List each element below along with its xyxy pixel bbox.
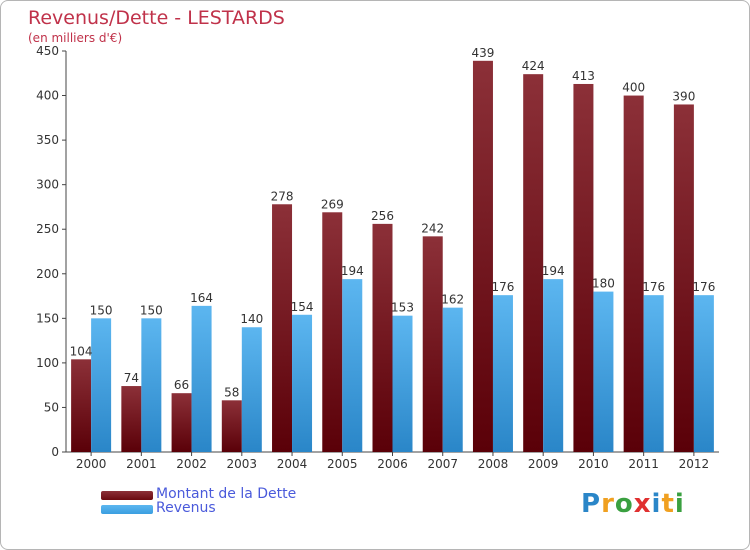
debt-bar	[171, 393, 192, 452]
legend-label-revenue: Revenus	[156, 500, 216, 516]
logo-letter: t	[661, 489, 675, 519]
debt-value-label: 390	[672, 89, 695, 103]
debt-value-label: 66	[174, 378, 189, 392]
debt-bar	[272, 204, 293, 452]
revenue-value-label: 150	[140, 303, 163, 317]
logo-letter: o	[614, 489, 634, 519]
revenue-bar	[91, 318, 112, 452]
y-tick-label: 200	[36, 267, 59, 281]
x-tick-label: 2009	[528, 457, 559, 471]
logo-letter: i	[651, 489, 662, 519]
y-tick-label: 150	[36, 311, 59, 325]
debt-bar	[322, 212, 343, 452]
x-tick-label: 2000	[76, 457, 107, 471]
revenue-bar	[492, 295, 513, 452]
debt-value-label: 58	[224, 385, 239, 399]
revenue-value-label: 176	[692, 280, 715, 294]
y-tick-label: 100	[36, 356, 59, 370]
debt-bar	[372, 223, 393, 452]
x-tick-label: 2012	[679, 457, 710, 471]
logo-letter: r	[601, 489, 615, 519]
debt-value-label: 256	[371, 209, 394, 223]
revenue-value-label: 140	[240, 312, 263, 326]
y-tick-label: 300	[36, 178, 59, 192]
chart-subtitle: (en milliers d'€)	[28, 31, 123, 45]
revenue-bar	[292, 314, 313, 452]
x-tick-label: 2007	[427, 457, 458, 471]
debt-bar	[422, 236, 443, 452]
revenue-bar	[442, 307, 463, 452]
revenue-bar	[593, 291, 614, 452]
revenue-bar	[191, 305, 212, 452]
x-tick-label: 2006	[377, 457, 408, 471]
y-tick-label: 0	[51, 445, 59, 459]
debt-value-label: 400	[622, 81, 645, 95]
debt-value-label: 439	[472, 46, 495, 60]
y-tick-label: 450	[36, 44, 59, 58]
revenue-bar	[241, 327, 262, 452]
logo-letter: x	[633, 489, 652, 519]
debt-value-label: 104	[70, 344, 93, 358]
revenue-value-label: 194	[542, 264, 565, 278]
data-labels: 104 150 74 150 66 164 58 140 278 154 269 194 256 153 2…	[70, 46, 716, 400]
revenue-value-label: 150	[90, 303, 113, 317]
debt-bar	[472, 60, 493, 453]
revenue-value-label: 164	[190, 291, 213, 305]
debt-bar	[523, 74, 544, 453]
revenue-value-label: 176	[642, 280, 665, 294]
y-tick-label: 400	[36, 89, 59, 103]
revenue-bar	[342, 279, 363, 452]
revenue-bar	[141, 318, 162, 452]
revenue-bar	[543, 279, 564, 452]
bars	[71, 60, 714, 453]
y-tick-label: 50	[44, 400, 59, 414]
debt-bar	[573, 83, 594, 453]
debt-value-label: 242	[421, 221, 444, 235]
x-tick-label: 2011	[628, 457, 659, 471]
debt-value-label: 74	[124, 371, 139, 385]
revenue-bar	[392, 315, 413, 452]
legend-swatch-revenue	[101, 505, 153, 514]
debt-bar	[121, 386, 142, 452]
x-tick-label: 2010	[578, 457, 609, 471]
debt-bar	[71, 359, 92, 452]
debt-value-label: 269	[321, 197, 344, 211]
x-tick-label: 2008	[478, 457, 509, 471]
chart-title: Revenus/Dette - LESTARDS	[28, 7, 285, 29]
y-tick-label: 350	[36, 133, 59, 147]
debt-value-label: 424	[522, 59, 545, 73]
revenue-bar	[643, 295, 664, 452]
legend-label-debt: Montant de la Dette	[156, 486, 297, 502]
revenue-value-label: 153	[391, 301, 414, 315]
debt-bar	[673, 104, 694, 452]
revenue-value-label: 194	[341, 264, 364, 278]
proxiti-logo: Proxiti	[581, 489, 685, 519]
logo-letter: i	[674, 489, 685, 519]
legend-swatch-debt	[101, 491, 153, 500]
x-tick-label: 2004	[277, 457, 308, 471]
logo-letter: P	[581, 489, 602, 519]
revenue-value-label: 180	[592, 277, 615, 291]
debt-bar	[623, 95, 644, 453]
debt-value-label: 413	[572, 69, 595, 83]
x-tick-label: 2005	[327, 457, 358, 471]
x-tick-label: 2002	[176, 457, 207, 471]
debt-bar	[221, 400, 242, 452]
x-tick-label: 2003	[227, 457, 258, 471]
revenue-bar	[693, 295, 714, 452]
revenue-value-label: 162	[441, 293, 464, 307]
x-tick-label: 2001	[126, 457, 157, 471]
revenue-value-label: 176	[492, 280, 515, 294]
revenue-value-label: 154	[291, 300, 314, 314]
y-tick-label: 250	[36, 222, 59, 236]
debt-value-label: 278	[271, 189, 294, 203]
